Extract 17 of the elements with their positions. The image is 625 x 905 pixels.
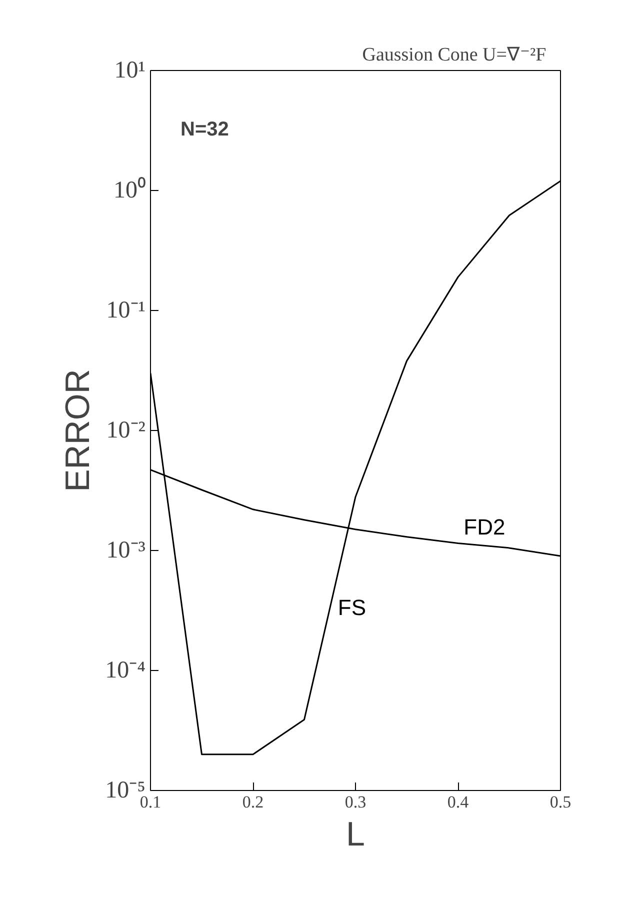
series-label: FD2	[464, 514, 506, 540]
y-tick-label: 10¹	[114, 58, 146, 84]
y-axis-title: ERROR	[59, 369, 98, 492]
y-tick-label: 10⁻⁴	[105, 658, 146, 684]
y-tick-label: 10⁰	[114, 176, 146, 204]
y-tick-label: 10⁻³	[106, 538, 146, 564]
series-label: FS	[338, 595, 366, 620]
y-tick-label: 10⁻¹	[106, 298, 146, 324]
y-tick-label: 10⁻²	[106, 418, 146, 444]
x-tick-label: 0.2	[242, 792, 264, 812]
x-tick-label: 0.4	[447, 792, 470, 812]
chart-title: Gaussion Cone U=∇⁻²F	[362, 44, 546, 66]
x-axis-title: L	[346, 816, 365, 854]
annotation: N=32	[180, 118, 229, 140]
x-tick-label: 0.5	[550, 792, 572, 812]
x-tick-label: 0.3	[344, 792, 366, 812]
x-tick-label: 0.1	[140, 792, 162, 812]
